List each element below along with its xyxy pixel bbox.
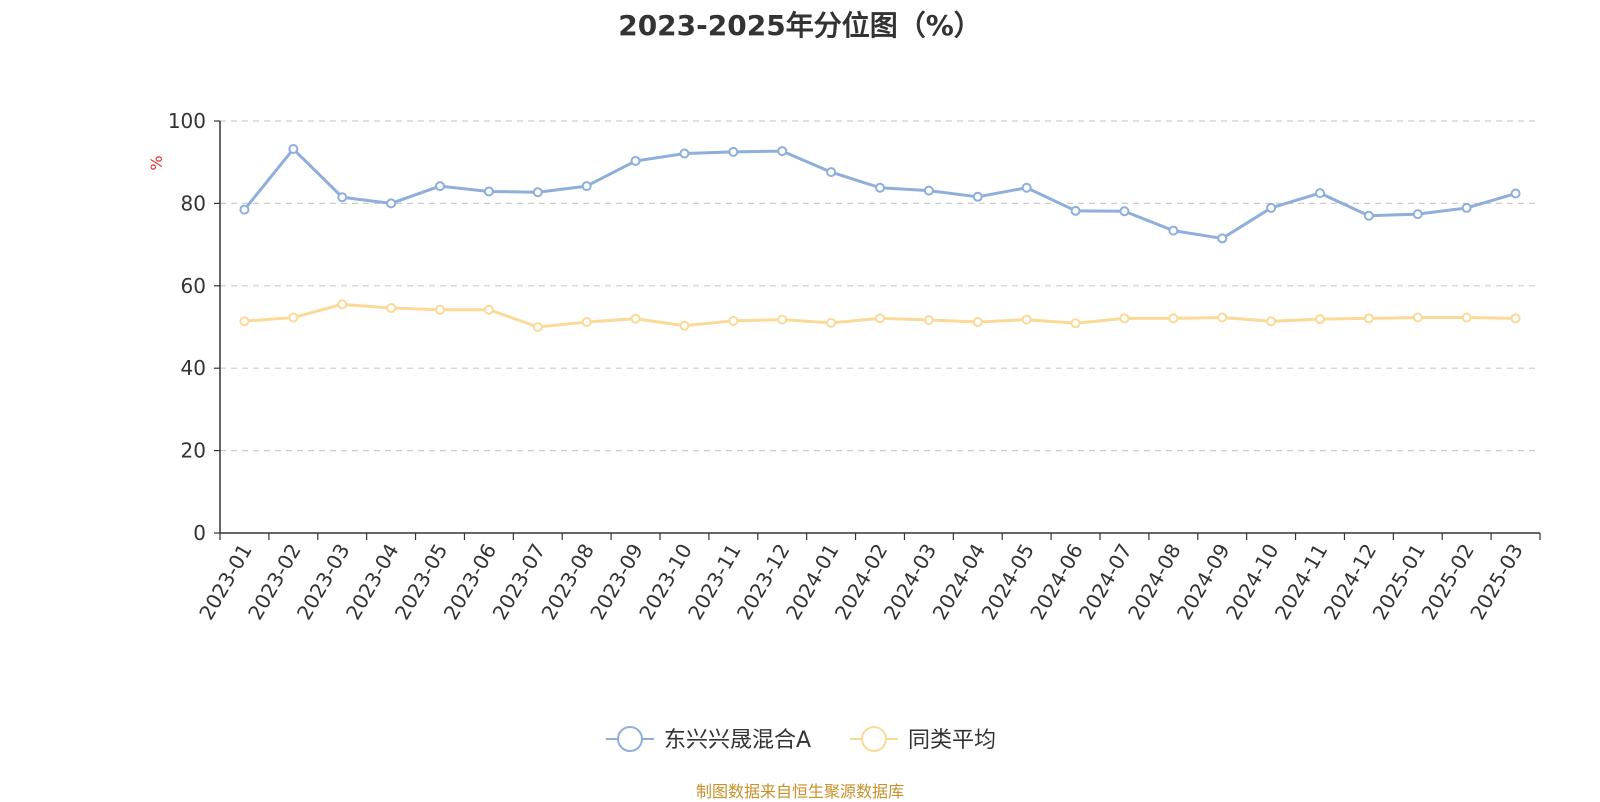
data-point-1[interactable] [630,313,641,324]
data-point-1[interactable] [1510,313,1521,324]
y-tick-label: 0 [193,521,206,545]
data-point-1[interactable] [1266,316,1277,327]
data-point-0[interactable] [337,192,348,203]
data-point-1[interactable] [1217,312,1228,323]
data-point-1[interactable] [1168,313,1179,324]
grid-lines [220,120,1540,452]
y-axis-label: % [147,155,166,170]
data-point-0[interactable] [630,155,641,166]
x-ticks: 2023-012023-022023-032023-042023-052023-… [194,533,1541,624]
data-point-0[interactable] [288,144,299,155]
data-point-0[interactable] [826,167,837,178]
data-point-0[interactable] [239,204,250,215]
data-point-1[interactable] [483,304,494,315]
y-tick-label: 40 [181,356,206,380]
data-point-1[interactable] [386,303,397,314]
y-tick-label: 60 [181,274,206,298]
data-point-0[interactable] [581,181,592,192]
legend-marker[interactable] [861,726,887,752]
data-point-0[interactable] [1363,210,1374,221]
data-point-0[interactable] [1315,188,1325,199]
data-point-1[interactable] [1461,312,1472,323]
y-tick-label: 100 [168,109,206,133]
data-point-0[interactable] [1070,205,1081,216]
data-point-1[interactable] [1021,314,1032,325]
data-point-0[interactable] [972,191,983,202]
data-point-0[interactable] [1119,206,1130,217]
data-point-1[interactable] [288,312,299,323]
data-point-0[interactable] [1168,225,1179,236]
chart-title: 2023-2025年分位图（%） [618,9,982,42]
data-point-0[interactable] [875,182,885,193]
data-point-1[interactable] [435,304,445,315]
y-tick-label: 20 [181,439,206,463]
data-point-0[interactable] [532,187,543,198]
data-point-1[interactable] [728,315,739,326]
data-point-1[interactable] [972,317,983,328]
data-point-1[interactable] [581,317,592,328]
data-point-0[interactable] [483,186,494,197]
data-point-0[interactable] [1266,202,1277,213]
data-point-0[interactable] [1412,209,1423,220]
y-ticks: 0 20 40 60 80 100 [168,109,220,545]
series-lines [243,147,1516,329]
data-point-1[interactable] [826,317,837,328]
legend: 东兴兴晟混合A 同类平均 [606,726,996,753]
y-tick-label: 80 [181,191,206,215]
data-point-0[interactable] [386,198,397,209]
data-point-1[interactable] [679,320,690,331]
data-point-1[interactable] [532,322,543,332]
data-point-1[interactable] [1070,318,1081,329]
data-point-0[interactable] [1461,202,1472,213]
data-point-1[interactable] [1412,312,1423,323]
data-point-0[interactable] [435,181,445,192]
line-chart: % 0 20 40 60 80 100 2023-012023-022023-032023… [147,109,1541,753]
data-point-0[interactable] [1021,182,1032,193]
data-point-1[interactable] [875,313,885,324]
axes [219,121,1540,534]
data-point-0[interactable] [728,146,739,157]
data-point-1[interactable] [239,316,250,327]
data-point-0[interactable] [679,148,690,159]
data-point-0[interactable] [777,146,788,157]
legend-label[interactable]: 同类平均 [908,728,996,753]
data-point-1[interactable] [1119,313,1130,324]
data-point-1[interactable] [337,299,348,310]
data-point-0[interactable] [1217,233,1228,244]
data-point-0[interactable] [1510,188,1521,199]
data-point-1[interactable] [1363,313,1374,324]
data-point-1[interactable] [1315,314,1325,325]
data-point-0[interactable] [923,185,934,196]
series-points [239,144,1521,332]
data-source-note: 制图数据来自恒生聚源数据库 [695,782,904,801]
legend-marker[interactable] [617,726,643,752]
legend-label[interactable]: 东兴兴晟混合A [664,728,811,753]
data-point-1[interactable] [923,314,934,325]
data-point-1[interactable] [777,314,788,325]
